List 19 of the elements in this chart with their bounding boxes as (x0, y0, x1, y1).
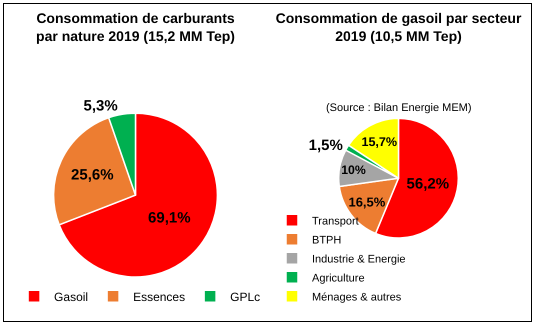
data-label: 1,5% (308, 136, 343, 154)
data-label: 15,7% (361, 135, 398, 150)
legend-label: Gasoil (54, 290, 88, 304)
legend-label: Agriculture (312, 272, 365, 285)
legend-label: GPLc (230, 290, 260, 304)
legend-label: Transport (312, 216, 359, 228)
legend-label: Essences (133, 290, 186, 304)
data-label: 56,2% (406, 176, 450, 193)
data-label: 16,5% (348, 194, 386, 210)
legend-label: Ménages & autres (312, 292, 402, 304)
data-label: 69,1% (148, 210, 191, 227)
legend-label: Industrie & Energie (312, 254, 406, 266)
text: (Source : Bilan Energie MEM) (326, 102, 472, 114)
data-label: 10% (341, 162, 366, 177)
chart-title: Consommation de gasoil par secteur 2019 (10,5 MM Tep) (276, 10, 522, 44)
legend-label: BTPH (312, 234, 342, 247)
chart-title: Consommation de carburants par nature 2019 (15,2 MM Tep) (36, 10, 235, 44)
data-label: 5,3% (83, 98, 118, 115)
data-label: 25,6% (71, 166, 114, 184)
